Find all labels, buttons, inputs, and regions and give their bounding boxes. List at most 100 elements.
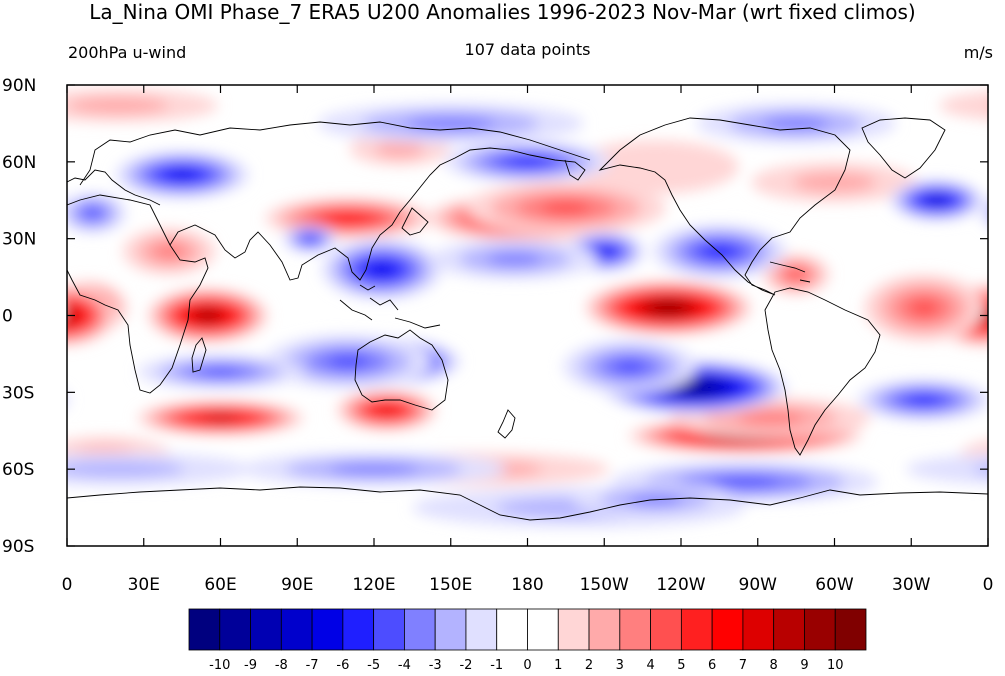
y-tick-label: 60N — [2, 153, 36, 173]
anomaly-contour — [910, 396, 938, 405]
colorbar-label: -3 — [429, 658, 442, 673]
colorbar-swatch — [804, 608, 836, 651]
anomaly-contour — [737, 411, 804, 425]
colorbar-swatch — [711, 608, 744, 651]
colorbar-label: 6 — [708, 658, 716, 673]
anomaly-contour — [210, 415, 231, 421]
coast-greenland — [861, 117, 946, 179]
anomaly-contour — [374, 140, 425, 158]
anomaly-contour — [993, 446, 1005, 466]
anomaly-field — [0, 88, 1005, 528]
coast-australia — [354, 329, 449, 411]
anomaly-contour — [989, 294, 1005, 321]
unit-label: m/s — [963, 43, 993, 62]
anomaly-contour — [84, 208, 101, 219]
colorbar-label: 5 — [677, 658, 685, 673]
data-points-label: 107 data points — [464, 40, 591, 59]
colorbar-swatch — [496, 608, 528, 651]
coast-europe — [67, 169, 161, 206]
coast-japan — [401, 207, 429, 236]
coast-caribbean — [769, 261, 811, 283]
anomaly-contour — [0, 186, 49, 215]
anomaly-contour — [329, 463, 419, 475]
anomaly-contour — [68, 97, 169, 114]
anomaly-contour — [0, 192, 36, 209]
colorbar-swatch — [373, 608, 405, 651]
anomaly-contour — [930, 197, 944, 204]
colorbar-label: -5 — [367, 658, 380, 673]
colorbar-label: -7 — [306, 658, 319, 673]
colorbar-label: -6 — [336, 658, 349, 673]
anomaly-contour — [939, 91, 988, 120]
anomaly-contour — [334, 214, 363, 222]
x-tick-label: 90W — [739, 575, 778, 595]
anomaly-contour — [597, 248, 611, 255]
anomaly-contour — [304, 236, 316, 242]
colorbar-label: 3 — [616, 658, 624, 673]
y-tick-label: 90S — [2, 537, 34, 557]
y-tick-label: 30S — [2, 383, 34, 403]
colorbar-swatch — [219, 608, 251, 651]
anomaly-contour — [486, 252, 543, 266]
anomaly-contour — [995, 299, 1005, 317]
x-tick-label: 30W — [892, 575, 931, 595]
colorbar-swatch — [527, 608, 559, 651]
anomaly-contour — [0, 189, 42, 212]
x-tick-label: 0 — [983, 575, 994, 595]
colorbar-label: 0 — [523, 658, 531, 673]
variable-label: 200hPa u-wind — [68, 43, 187, 62]
colorbar-swatch — [588, 608, 621, 651]
anomaly-contour — [909, 299, 940, 317]
colorbar-label: 7 — [739, 658, 747, 673]
y-tick-label: 0 — [2, 307, 13, 327]
anomaly-contour — [201, 312, 215, 319]
colorbar-label: -9 — [244, 658, 257, 673]
colorbar-label: -2 — [459, 658, 472, 673]
x-tick-label: 0 — [62, 575, 73, 595]
colorbar-swatch — [619, 608, 651, 651]
anomaly-contour — [0, 183, 56, 217]
colorbar: -10 -9 -8 -7 -6 -5 -4 -3 -2 -1 0 1 2 3 4 5 6 7 8 9 10 — [188, 608, 867, 673]
coast-arctic-eurasia — [79, 121, 591, 186]
colorbar-swatch — [280, 608, 313, 651]
anomaly-contour — [327, 354, 370, 369]
anomaly-contour — [9, 197, 22, 203]
anomaly-contour — [67, 313, 68, 318]
axes: 90N 60N 30N 0 30S 60S 90S 0 30E 60E 90E 120E 150E 180… — [2, 76, 993, 595]
anomaly-contour — [67, 460, 185, 478]
colorbar-label: -1 — [490, 658, 503, 673]
colorbar-swatch — [434, 608, 467, 651]
coast-africa — [67, 194, 209, 394]
coast-antarctica — [67, 486, 988, 521]
colorbar-swatch — [773, 608, 805, 651]
coast-madagascar — [191, 337, 207, 373]
colorbar-swatch — [188, 608, 221, 651]
anomaly-contour — [406, 116, 496, 131]
colorbar-swatch — [250, 608, 282, 651]
coast-new-zealand — [497, 409, 516, 439]
x-tick-label: 90E — [281, 575, 313, 595]
colorbar-swatch — [680, 608, 713, 651]
colorbar-swatch — [742, 608, 775, 651]
anomaly-contour — [906, 453, 988, 485]
anomaly-contour — [153, 243, 185, 260]
anomaly-contour — [997, 203, 1005, 223]
anomaly-contour — [171, 170, 194, 179]
anomaly-contour — [0, 180, 62, 220]
colorbar-swatch — [465, 608, 498, 651]
y-tick-label: 60S — [2, 460, 34, 480]
anomaly-contour — [706, 246, 733, 257]
anomaly-contour — [989, 198, 1005, 228]
colorbar-label: 8 — [770, 658, 778, 673]
anomaly-contour — [510, 157, 545, 166]
colorbar-swatch — [834, 608, 867, 651]
x-tick-label: 60E — [204, 575, 236, 595]
colorbar-label: 9 — [800, 658, 808, 673]
colorbar-label: -4 — [398, 658, 411, 673]
x-tick-label: 60W — [815, 575, 854, 595]
anomaly-contour — [711, 476, 779, 487]
colorbar-label: 2 — [585, 658, 593, 673]
colorbar-swatch — [404, 608, 436, 651]
coast-north-america — [598, 117, 851, 296]
